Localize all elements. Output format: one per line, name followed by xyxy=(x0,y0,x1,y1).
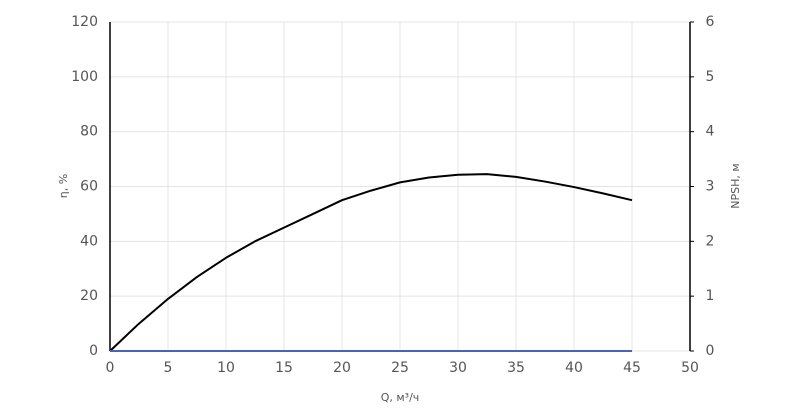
y2-tick-label: 6 xyxy=(706,14,715,30)
x-tick-label: 0 xyxy=(106,360,115,376)
y2-tick-label: 5 xyxy=(706,69,715,85)
x-tick-label: 20 xyxy=(333,360,351,376)
y-tick-label: 60 xyxy=(80,179,98,195)
x-tick-label: 15 xyxy=(275,360,293,376)
x-axis-label: Q, м³/ч xyxy=(381,391,420,404)
y2-tick-label: 3 xyxy=(706,179,715,195)
y2-tick-label: 1 xyxy=(706,288,715,304)
y-tick-label: 120 xyxy=(71,14,98,30)
x-tick-label: 35 xyxy=(507,360,525,376)
x-tick-label: 50 xyxy=(681,360,699,376)
y-tick-label: 20 xyxy=(80,288,98,304)
x-tick-label: 30 xyxy=(449,360,467,376)
x-tick-label: 40 xyxy=(565,360,583,376)
y-tick-label: 80 xyxy=(80,124,98,140)
y-tick-label: 40 xyxy=(80,233,98,249)
x-tick-label: 45 xyxy=(623,360,641,376)
y-tick-label: 0 xyxy=(89,343,98,359)
x-tick-label: 5 xyxy=(164,360,173,376)
y2-tick-label: 4 xyxy=(706,124,715,140)
x-tick-label: 25 xyxy=(391,360,409,376)
y-axis-label: η, % xyxy=(57,174,70,198)
series-line xyxy=(109,173,633,352)
y2-tick-label: 2 xyxy=(706,233,715,249)
y2-axis-label: NPSH, м xyxy=(729,163,742,208)
y-tick-label: 100 xyxy=(71,69,98,85)
x-tick-label: 10 xyxy=(217,360,235,376)
y2-tick-label: 0 xyxy=(706,343,715,359)
